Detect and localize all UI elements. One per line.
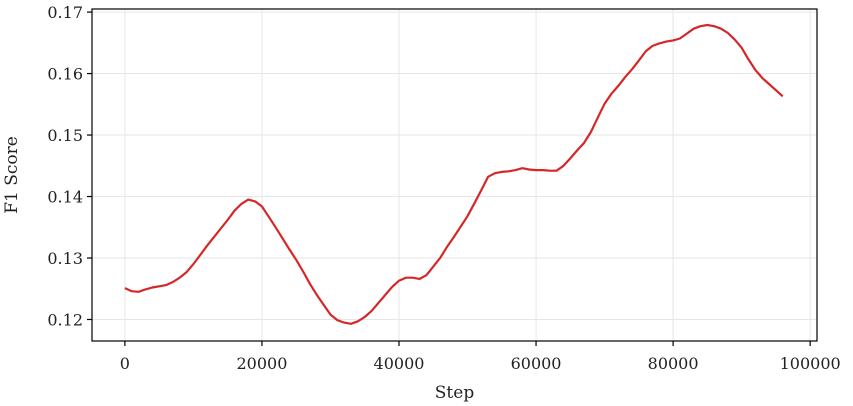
plot-frame [91, 8, 818, 342]
x-tick-label: 20000 [236, 354, 287, 373]
grid [92, 9, 817, 341]
x-tick-label: 80000 [648, 354, 699, 373]
x-axis-ticks: 0 20000 40000 60000 80000 100000 [120, 341, 841, 373]
series-line [124, 23, 784, 325]
y-tick-label: 0.12 [47, 310, 83, 329]
x-tick-label: 60000 [511, 354, 562, 373]
y-axis-label: F1 Score [2, 136, 22, 214]
y-tick-label: 0.13 [47, 249, 83, 268]
y-axis-ticks: 0.12 0.13 0.14 0.15 0.16 0.17 [47, 3, 92, 329]
y-tick-label: 0.17 [47, 3, 83, 22]
y-tick-label: 0.16 [47, 65, 83, 84]
y-tick-label: 0.15 [47, 126, 83, 145]
x-tick-label: 0 [120, 354, 130, 373]
x-tick-label: 40000 [374, 354, 425, 373]
series-layer [124, 23, 784, 325]
x-axis-label: Step [435, 383, 475, 403]
x-tick-label: 100000 [780, 354, 841, 373]
y-tick-label: 0.14 [47, 188, 83, 207]
